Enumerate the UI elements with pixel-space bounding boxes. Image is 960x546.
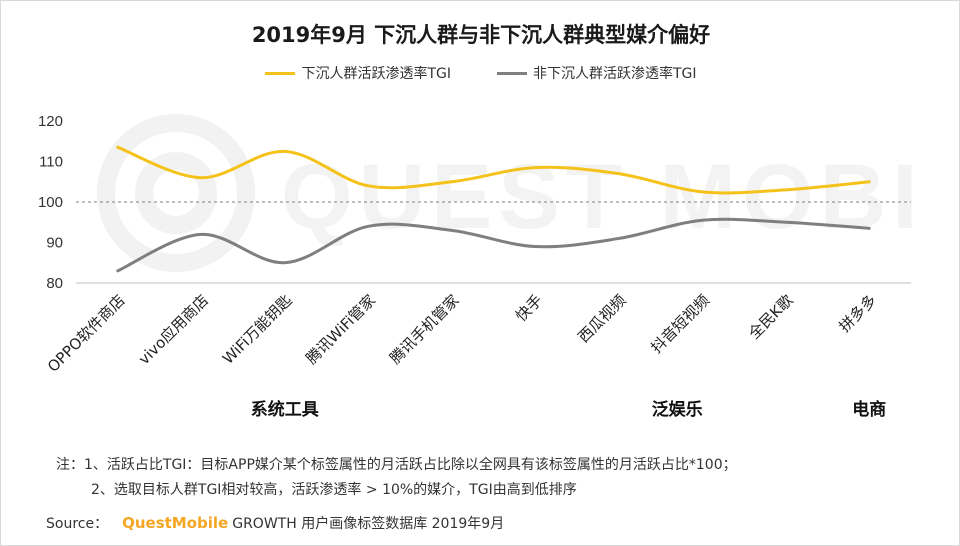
chart-title: 2019年9月 下沉人群与非下沉人群典型媒介偏好 <box>251 23 711 47</box>
footnotes: 注：1、活跃占比TGI：目标APP媒介某个标签属性的月活跃占比除以全网具有该标签… <box>56 453 737 503</box>
group-label-tools: 系统工具 <box>250 400 319 420</box>
series-line-1 <box>116 145 871 195</box>
source-text: GROWTH 用户画像标签数据库 2019年9月 <box>232 516 505 532</box>
source-brand: QuestMobile <box>122 514 229 532</box>
group-label-ecommerce: 电商 <box>852 400 887 420</box>
y-tick-label: 120 <box>38 113 63 130</box>
legend-item-series1: 下沉人群活跃渗透率TGI <box>265 63 451 83</box>
series-line-2 <box>116 217 871 273</box>
y-tick-label: 110 <box>39 154 63 171</box>
x-tick-label: OPPO软件商店 <box>44 291 129 376</box>
group-label-entertainment: 泛娱乐 <box>651 400 703 420</box>
y-tick-label: 90 <box>46 235 63 252</box>
chart-legend: 下沉人群活跃渗透率TGI 非下沉人群活跃渗透率TGI <box>1 63 959 83</box>
footnote-1: 注：1、活跃占比TGI：目标APP媒介某个标签属性的月活跃占比除以全网具有该标签… <box>56 457 737 473</box>
category-groups: 系统工具 泛娱乐 电商 <box>1 395 959 420</box>
x-tick-label: 西瓜视频 <box>574 291 629 346</box>
x-tick-label: 拼多多 <box>836 291 881 336</box>
x-tick-label: vivo应用商店 <box>135 291 212 368</box>
x-tick-label: 快手 <box>512 291 546 325</box>
footnote-2: 2、选取目标人群TGI相对较高，活跃渗透率 > 10%的媒介，TGI由高到低排序 <box>91 482 577 498</box>
y-tick-label: 100 <box>38 194 63 211</box>
x-tick-label: 全民K歌 <box>745 291 797 343</box>
x-tick-label: 抖音短视频 <box>647 291 713 357</box>
line-chart: 80 90 100 110 120 OPPO软件商店 vivo应用商店 WiFi万能钥匙 腾讯W… <box>38 113 911 376</box>
source-label: Source： <box>46 516 109 532</box>
source-line: Source： QuestMobile GROWTH 用户画像标签数据库 201… <box>46 513 504 533</box>
legend-swatch-series1 <box>265 71 296 75</box>
x-tick-label: 腾讯手机管家 <box>386 291 462 367</box>
x-tick-label: 腾讯WiFi管家 <box>302 291 379 368</box>
legend-label-series2: 非下沉人群活跃渗透率TGI <box>533 66 697 82</box>
legend-label-series1: 下沉人群活跃渗透率TGI <box>301 66 451 82</box>
legend-swatch-series2 <box>497 71 527 75</box>
x-tick-label: WiFi万能钥匙 <box>219 291 296 368</box>
legend-item-series2: 非下沉人群活跃渗透率TGI <box>497 63 697 83</box>
y-tick-label: 80 <box>46 275 63 292</box>
